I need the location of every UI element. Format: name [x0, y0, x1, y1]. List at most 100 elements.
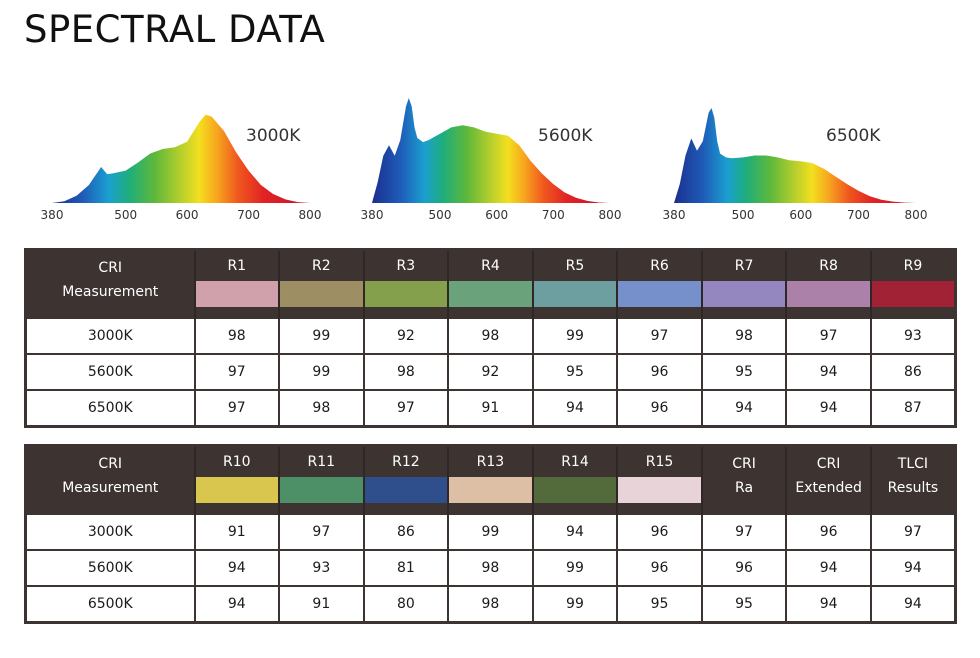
column-header-label: R12 [392, 454, 420, 470]
cct-label: 6500K [826, 126, 881, 146]
column-header-label: R2 [312, 258, 331, 274]
column-header-label: R15 [645, 454, 674, 470]
row-label: 3000K [24, 512, 196, 551]
color-swatch [280, 477, 363, 503]
cri-value-cell: 80 [362, 584, 450, 623]
column-header-r1: R1 [193, 249, 280, 318]
corner-header: CRI Measurement [26, 250, 195, 318]
column-header-r4: R4 [447, 249, 533, 318]
cri-value-cell: 94 [700, 388, 788, 427]
cri-value-cell: 92 [447, 352, 534, 391]
column-header-r6: R6 [616, 249, 702, 318]
cri-value-cell: 92 [362, 316, 450, 355]
cri-value-cell: 97 [869, 512, 957, 551]
column-header-r12: R12 [362, 445, 449, 514]
column-header-cri-extended: CRI Extended [785, 445, 871, 514]
cri-value-cell: 95 [616, 584, 703, 623]
cri-value-cell: 91 [278, 584, 365, 623]
column-header-label: R5 [565, 258, 585, 274]
color-swatch [787, 281, 870, 307]
cri-value-cell: 99 [531, 584, 619, 623]
cri-value-cell: 96 [616, 548, 703, 587]
color-swatch [618, 477, 701, 503]
cri-value-cell: 97 [193, 352, 281, 391]
cri-value-cell: 94 [193, 548, 281, 587]
column-header-label: R3 [396, 258, 416, 274]
cri-value-cell: 97 [700, 512, 788, 551]
x-tick-label: 800 [905, 208, 928, 222]
column-header-label: R9 [903, 258, 923, 274]
cri-value-cell: 96 [700, 548, 788, 587]
cri-value-cell: 96 [616, 512, 703, 551]
cri-value-cell: 87 [869, 388, 957, 427]
cri-value-cell: 97 [616, 316, 703, 355]
cri-value-cell: 98 [447, 584, 534, 623]
column-header-label: R1 [227, 258, 247, 274]
corner-line-1: CRI [98, 260, 123, 276]
cri-value-cell: 99 [278, 316, 365, 355]
column-header-cri-ra: CRI Ra [700, 445, 787, 514]
table-row: 3000K 91 97 86 99 94 96 97 96 97 [24, 512, 957, 551]
color-swatch [533, 281, 617, 307]
x-tick-label: 800 [599, 208, 622, 222]
cri-table-r1-r9: CRI Measurement R1 R2 R3 R4 R5 R6 R7 R8 R9 3000K… [24, 248, 957, 428]
color-swatch [702, 281, 786, 307]
table-row: 5600K 94 93 81 98 99 96 96 94 94 [24, 548, 957, 587]
spectrum-area [674, 108, 916, 203]
table-row: 6500K 97 98 97 91 94 96 94 94 87 [24, 388, 957, 427]
row-label: 6500K [24, 388, 196, 427]
x-tick-label: 380 [663, 208, 686, 222]
color-swatch [871, 281, 954, 307]
spectral-charts: 380 500 600 700 800 3000K 380 500 600 700 800 5600K… [41, 98, 928, 222]
cri-value-cell: 97 [785, 316, 872, 355]
column-header-label: R13 [476, 454, 505, 470]
table-row: 6500K 94 91 80 98 99 95 95 94 94 [24, 584, 957, 623]
column-header-r2: R2 [278, 249, 364, 318]
column-header-line: Ra [735, 480, 754, 496]
spectrum-area [52, 114, 310, 203]
cri-value-cell: 99 [531, 316, 619, 355]
spectrum-area [372, 98, 610, 203]
x-tick-label: 800 [299, 208, 322, 222]
x-tick-label: 700 [237, 208, 260, 222]
cri-value-cell: 95 [700, 352, 788, 391]
cct-label: 5600K [538, 126, 593, 146]
column-header-r15: R15 [616, 445, 702, 514]
row-label: 6500K [24, 584, 196, 623]
column-header-r14: R14 [531, 445, 618, 514]
cri-value-cell: 86 [869, 352, 957, 391]
column-header-r3: R3 [362, 249, 449, 318]
column-header-r7: R7 [700, 249, 787, 318]
column-header-tlci-results: TLCI Results [869, 445, 956, 514]
cri-value-cell: 94 [785, 584, 872, 623]
cri-value-cell: 96 [616, 352, 703, 391]
color-swatch [195, 281, 279, 307]
x-tick-label: 500 [732, 208, 755, 222]
column-header-line: TLCI [897, 456, 929, 472]
row-label: 5600K [24, 352, 196, 391]
cri-value-cell: 96 [785, 512, 872, 551]
column-header-label: R6 [650, 258, 669, 274]
column-header-r5: R5 [531, 249, 618, 318]
column-header-r13: R13 [447, 445, 533, 514]
cri-table-r10-tlci: CRI Measurement R10 R11 R12 R13 R14 R15 CRI Ra C… [24, 444, 957, 624]
column-header-r11: R11 [278, 445, 364, 514]
cri-value-cell: 86 [362, 512, 450, 551]
cri-value-cell: 91 [447, 388, 534, 427]
cri-value-cell: 99 [447, 512, 534, 551]
cri-value-cell: 97 [278, 512, 365, 551]
corner-line-2: Measurement [62, 284, 159, 300]
table-row: 5600K 97 99 98 92 95 96 95 94 86 [24, 352, 957, 391]
spectrum-chart-6500K: 380 500 600 700 800 6500K [663, 108, 928, 222]
column-header-r10: R10 [193, 445, 280, 514]
x-tick-label: 600 [485, 208, 508, 222]
cri-value-cell: 94 [531, 512, 619, 551]
cri-value-cell: 98 [278, 388, 365, 427]
cri-value-cell: 98 [447, 548, 534, 587]
column-header-r8: R8 [785, 249, 871, 318]
cri-value-cell: 97 [362, 388, 450, 427]
color-swatch [449, 477, 532, 503]
cri-value-cell: 93 [869, 316, 957, 355]
color-swatch [364, 477, 448, 503]
cri-value-cell: 98 [700, 316, 788, 355]
